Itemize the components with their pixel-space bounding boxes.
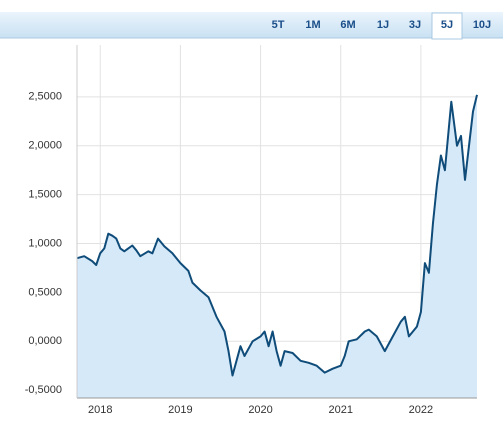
area [77, 94, 477, 399]
y-tick-label: -0,5000 [25, 384, 62, 396]
tab-bar [0, 12, 503, 38]
y-tick-label: 0,5000 [28, 286, 62, 298]
tab[interactable]: 1J [377, 19, 389, 31]
tab[interactable]: 5J [441, 19, 453, 31]
tab[interactable]: 1M [305, 19, 320, 31]
y-tick-label: 2,0000 [28, 140, 62, 152]
x-tick-label: 2019 [168, 404, 192, 416]
tab[interactable]: 10J [473, 19, 491, 31]
tab-active[interactable] [431, 12, 463, 40]
y-tick-label: 1,0000 [28, 237, 62, 249]
line [76, 94, 478, 377]
y-tick-label: 0,0000 [28, 335, 62, 347]
x-tick-label: 2021 [328, 404, 352, 416]
y-tick-label: 1,5000 [28, 189, 62, 201]
x-tick-label: 2018 [88, 404, 112, 416]
tab[interactable]: 5T [272, 19, 285, 31]
x-tick-label: 2020 [248, 404, 272, 416]
x-tick-label: 2022 [409, 404, 433, 416]
y-tick-label: 2,5000 [28, 91, 62, 103]
tab[interactable]: 6M [340, 19, 355, 31]
tab[interactable]: 3J [409, 19, 421, 31]
